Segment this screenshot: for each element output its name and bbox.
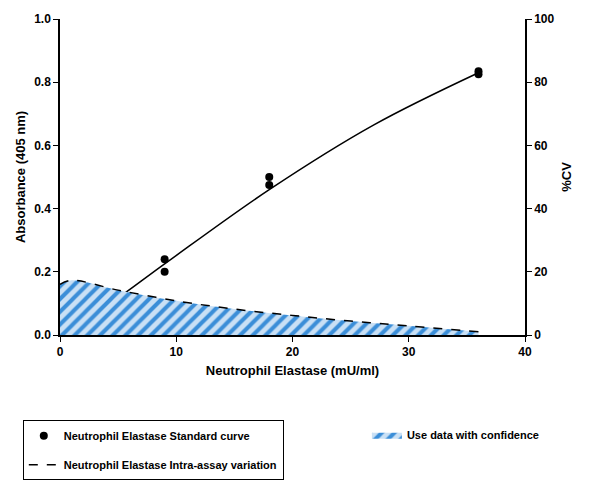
svg-text:40: 40 xyxy=(518,345,532,359)
svg-text:100: 100 xyxy=(534,12,554,26)
svg-text:1.0: 1.0 xyxy=(34,12,51,26)
svg-text:60: 60 xyxy=(534,139,548,153)
svg-text:40: 40 xyxy=(534,202,548,216)
svg-text:Neutrophil Elastase (mU/ml): Neutrophil Elastase (mU/ml) xyxy=(206,363,379,378)
svg-text:0.8: 0.8 xyxy=(34,75,51,89)
svg-text:30: 30 xyxy=(402,345,416,359)
svg-text:20: 20 xyxy=(534,265,548,279)
svg-text:0: 0 xyxy=(534,328,541,342)
svg-text:20: 20 xyxy=(286,345,300,359)
svg-text:%CV: %CV xyxy=(559,162,574,192)
svg-text:Neutrophil Elastase Standard c: Neutrophil Elastase Standard curve xyxy=(64,430,250,442)
svg-text:0.6: 0.6 xyxy=(34,139,51,153)
svg-text:Absorbance (405 nm): Absorbance (405 nm) xyxy=(13,111,28,243)
svg-text:0.4: 0.4 xyxy=(34,202,51,216)
svg-text:0: 0 xyxy=(57,345,64,359)
svg-text:0.2: 0.2 xyxy=(34,265,51,279)
svg-text:Use data with confidence: Use data with confidence xyxy=(407,429,539,441)
svg-text:Neutrophil Elastase Intra-assa: Neutrophil Elastase Intra-assay variatio… xyxy=(64,459,277,471)
svg-text:0.0: 0.0 xyxy=(34,328,51,342)
svg-text:10: 10 xyxy=(170,345,184,359)
svg-text:80: 80 xyxy=(534,75,548,89)
